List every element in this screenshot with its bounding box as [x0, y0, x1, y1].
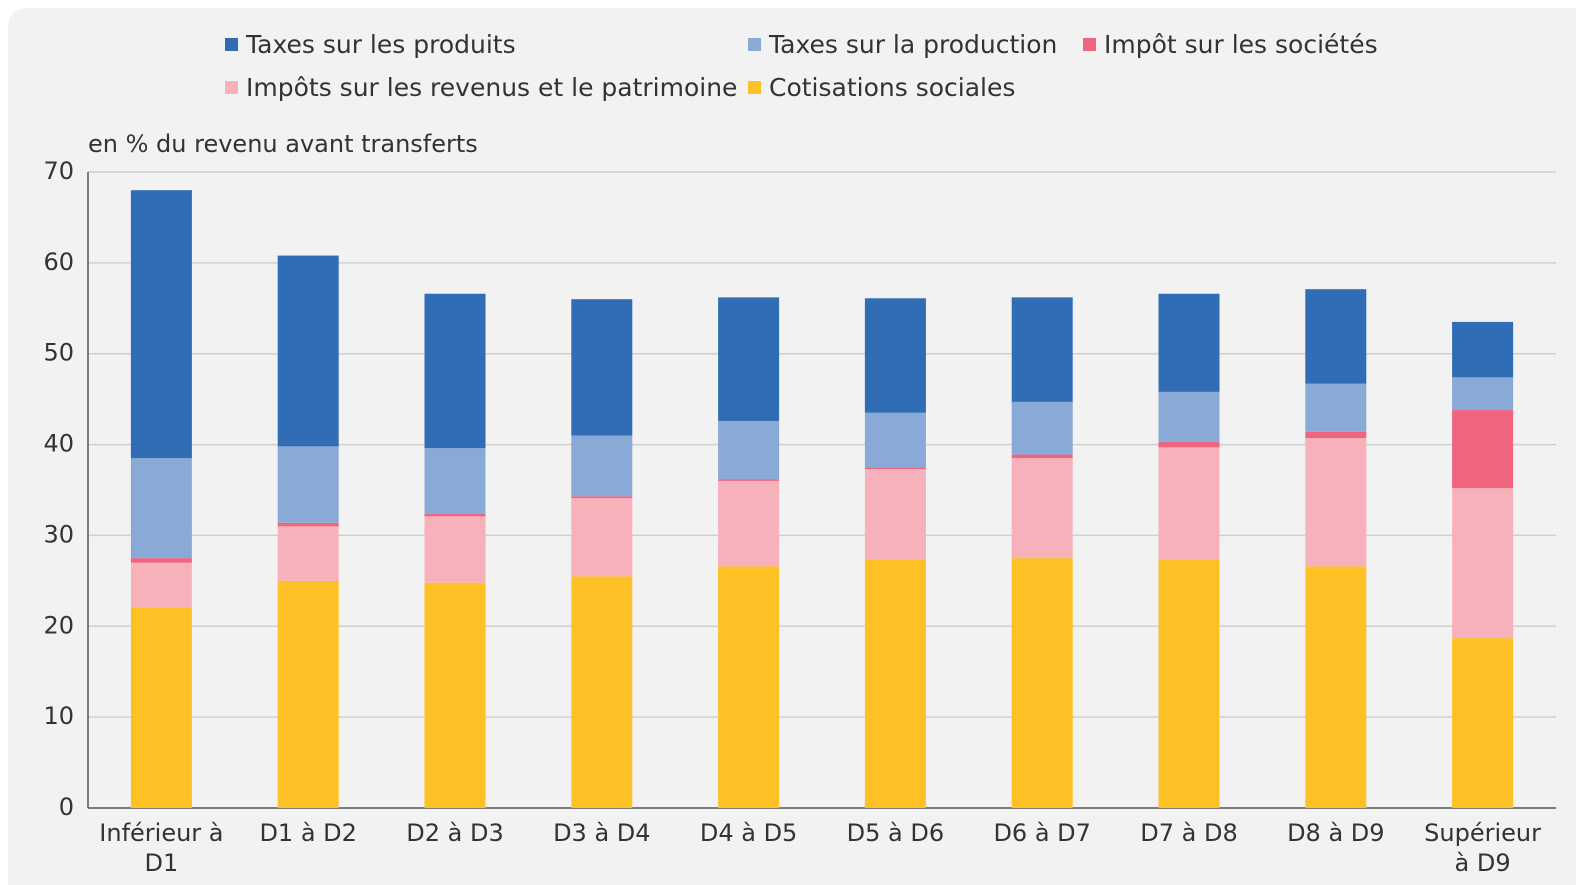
legend-item: Cotisations sociales — [748, 73, 1015, 102]
x-tick-label: D1 à D2 — [259, 819, 357, 847]
bar-segment — [718, 566, 780, 808]
bar-segment — [1452, 488, 1514, 639]
legend-label: Impôt sur les sociétés — [1104, 30, 1378, 59]
bar-segment — [1305, 289, 1367, 384]
x-tick-label: D8 à D9 — [1287, 819, 1385, 847]
legend-label: Cotisations sociales — [769, 73, 1016, 102]
bar-segment — [424, 516, 486, 583]
bar-segment — [1011, 454, 1073, 459]
bar-segment — [130, 562, 192, 608]
bar-segment — [130, 190, 192, 459]
x-tick-label: D3 à D4 — [553, 819, 651, 847]
x-tick-label: D2 à D3 — [406, 819, 504, 847]
y-axis-label: en % du revenu avant transferts — [88, 130, 478, 158]
bar-segment — [718, 297, 780, 421]
x-tick-label: D5 à D6 — [846, 819, 945, 847]
bar-segment — [1158, 293, 1220, 392]
legend-label: Taxes sur les produits — [246, 30, 516, 59]
bar-segment — [1158, 559, 1220, 808]
y-tick-label: 30 — [43, 520, 74, 548]
bar-segment — [1011, 401, 1073, 455]
y-tick-label: 0 — [59, 793, 74, 821]
bar-segment — [1011, 458, 1073, 559]
bar-segment — [864, 469, 926, 560]
bar-segment — [1452, 410, 1514, 489]
bar-segment — [718, 480, 780, 567]
legend-swatch — [748, 38, 761, 51]
x-tick-label: D6 à D7 — [993, 819, 1091, 847]
bar-segment — [864, 467, 926, 470]
bar-segment — [1452, 377, 1514, 411]
bar-segment — [424, 293, 486, 449]
bar-segment — [864, 298, 926, 413]
legend-item: Impôt sur les sociétés — [1083, 30, 1378, 59]
legend-swatch — [225, 38, 238, 51]
bar-segment — [571, 496, 633, 499]
y-tick-label: 10 — [43, 702, 74, 730]
bar-segment — [1011, 297, 1073, 402]
bar-segment — [1305, 566, 1367, 808]
bar-segment — [864, 412, 926, 468]
bar-segment — [718, 420, 780, 480]
bar-segment — [1452, 321, 1514, 378]
bar-segment — [277, 522, 339, 527]
y-tick-label: 40 — [43, 430, 74, 458]
y-tick-label: 70 — [43, 157, 74, 185]
bar-segment — [571, 435, 633, 497]
y-tick-label: 50 — [43, 339, 74, 367]
bar-segment — [1158, 441, 1220, 448]
y-tick-label: 20 — [43, 611, 74, 639]
bar-segment — [1452, 638, 1514, 808]
bar-segment — [718, 479, 780, 481]
bar-segment — [130, 607, 192, 808]
bar-segment — [571, 299, 633, 436]
bar-segment — [424, 513, 486, 517]
bar-segment — [130, 458, 192, 559]
bar-segment — [130, 558, 192, 563]
bar-segment — [864, 559, 926, 808]
bar-segment — [1305, 438, 1367, 567]
x-tick-label: Supérieur à D9 — [1424, 819, 1541, 877]
y-tick-label: 60 — [43, 248, 74, 276]
x-tick-label: D7 à D8 — [1140, 819, 1238, 847]
bar-segment — [1011, 558, 1073, 808]
bar-segment — [1305, 431, 1367, 439]
bar-segment — [277, 580, 339, 808]
legend-label: Impôts sur les revenus et le patrimoine — [246, 73, 738, 102]
x-tick-label: Inférieur à D1 — [99, 819, 224, 877]
x-tick-label: D4 à D5 — [699, 819, 798, 847]
bar-segment — [571, 498, 633, 577]
legend-swatch — [748, 81, 761, 94]
bar-segment — [1305, 383, 1367, 432]
bar-segment — [277, 255, 339, 447]
legend-item: Taxes sur la production — [748, 30, 1057, 59]
bar-segment — [424, 582, 486, 808]
bar-segment — [277, 526, 339, 581]
bar-segment — [1158, 391, 1220, 442]
bar-segment — [424, 448, 486, 514]
bar-segment — [1158, 447, 1220, 560]
legend-item: Taxes sur les produits — [225, 30, 516, 59]
bar-segment — [571, 576, 633, 808]
legend-item: Impôts sur les revenus et le patrimoine — [225, 73, 737, 102]
legend-label: Taxes sur la production — [769, 30, 1058, 59]
legend-swatch — [225, 81, 238, 94]
bar-segment — [277, 446, 339, 523]
legend-swatch — [1083, 38, 1096, 51]
